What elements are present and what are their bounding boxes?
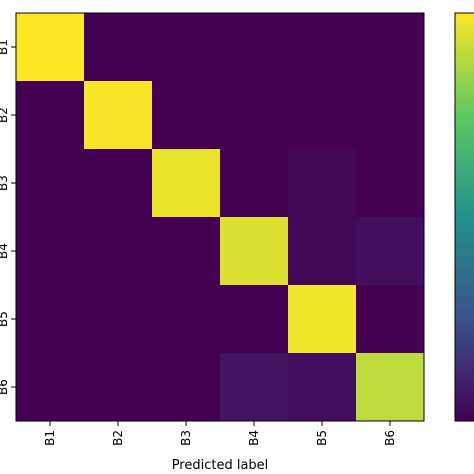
heatmap-cell	[288, 353, 357, 422]
heatmap-cell	[220, 13, 289, 82]
heatmap-cell	[220, 353, 289, 422]
heatmap-cell	[220, 149, 289, 218]
heatmap-cell	[16, 149, 85, 218]
heatmap-cell	[16, 217, 85, 286]
heatmap-cell	[84, 13, 153, 82]
heatmap-cells	[16, 13, 425, 422]
heatmap-cell	[288, 285, 357, 354]
heatmap-cell	[152, 13, 221, 82]
heatmap-cell	[16, 13, 85, 82]
heatmap-cell	[356, 285, 425, 354]
colorbar	[454, 12, 474, 422]
x-tick-label: B2	[111, 430, 125, 446]
x-tick-label: B5	[315, 430, 329, 446]
x-axis-label: Predicted label	[172, 458, 269, 473]
heatmap-cell	[16, 353, 85, 422]
x-axis-ticks: B1 B2 B3 B4 B5 B6	[43, 421, 397, 446]
x-tick-label: B4	[247, 430, 261, 446]
heatmap-cell	[220, 81, 289, 150]
heatmap-cell	[356, 81, 425, 150]
heatmap-cell	[152, 81, 221, 150]
plot-frame	[15, 12, 425, 422]
heatmap-cell	[152, 149, 221, 218]
x-tick-label: B3	[179, 430, 193, 446]
heatmap-cell	[152, 217, 221, 286]
heatmap-cell	[356, 353, 425, 422]
heatmap-cell	[84, 217, 153, 286]
y-tick-label: B2	[0, 107, 10, 123]
x-tick-label: B1	[43, 430, 57, 446]
y-tick-label: B6	[0, 379, 10, 395]
heatmap-cell	[152, 285, 221, 354]
heatmap-cell	[220, 217, 289, 286]
heatmap-cell	[152, 353, 221, 422]
heatmap-cell	[288, 81, 357, 150]
heatmap-cell	[288, 217, 357, 286]
heatmap-cell	[84, 149, 153, 218]
heatmap-cell	[220, 285, 289, 354]
heatmap-cell	[356, 13, 425, 82]
heatmap-cell	[288, 149, 357, 218]
heatmap-cell	[16, 81, 85, 150]
y-axis-ticks: B1 B2 B3 B4 B5 B6	[0, 39, 16, 395]
x-tick-label: B6	[383, 430, 397, 446]
heatmap-cell	[288, 13, 357, 82]
y-tick-label: B4	[0, 243, 10, 259]
heatmap-cell	[84, 353, 153, 422]
heatmap-cell	[16, 285, 85, 354]
y-tick-label: B5	[0, 311, 10, 327]
y-tick-label: B1	[0, 39, 10, 55]
heatmap-cell	[356, 149, 425, 218]
heatmap-cell	[356, 217, 425, 286]
heatmap-cell	[84, 81, 153, 150]
y-tick-label: B3	[0, 175, 10, 191]
heatmap-cell	[84, 285, 153, 354]
